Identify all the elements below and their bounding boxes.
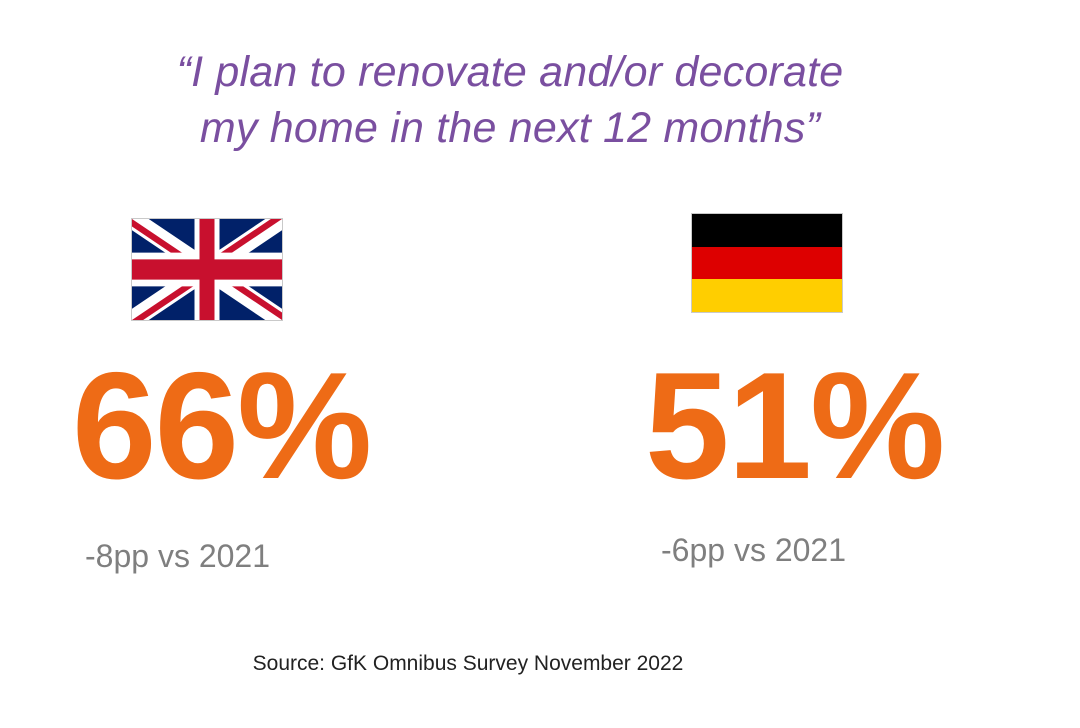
germany-percentage: 51% [645,341,945,511]
germany-flag-black-stripe [692,214,842,247]
uk-flag-icon [131,218,283,321]
germany-flag-icon [691,213,843,313]
source-note: Source: GfK Omnibus Survey November 2022 [252,652,684,675]
uk-change-vs-2021: -8pp vs 2021 [85,538,271,574]
germany-flag-red-stripe [692,246,842,280]
germany-change-vs-2021: -6pp vs 2021 [661,532,847,568]
quote-line-1: “I plan to renovate and/or decorate [176,48,844,96]
uk-percentage: 66% [72,341,372,511]
quote-line-2: my home in the next 12 months” [199,104,821,152]
quote-heading: “I plan to renovate and/or decorate my h… [80,44,940,156]
germany-flag-gold-stripe [692,279,842,313]
